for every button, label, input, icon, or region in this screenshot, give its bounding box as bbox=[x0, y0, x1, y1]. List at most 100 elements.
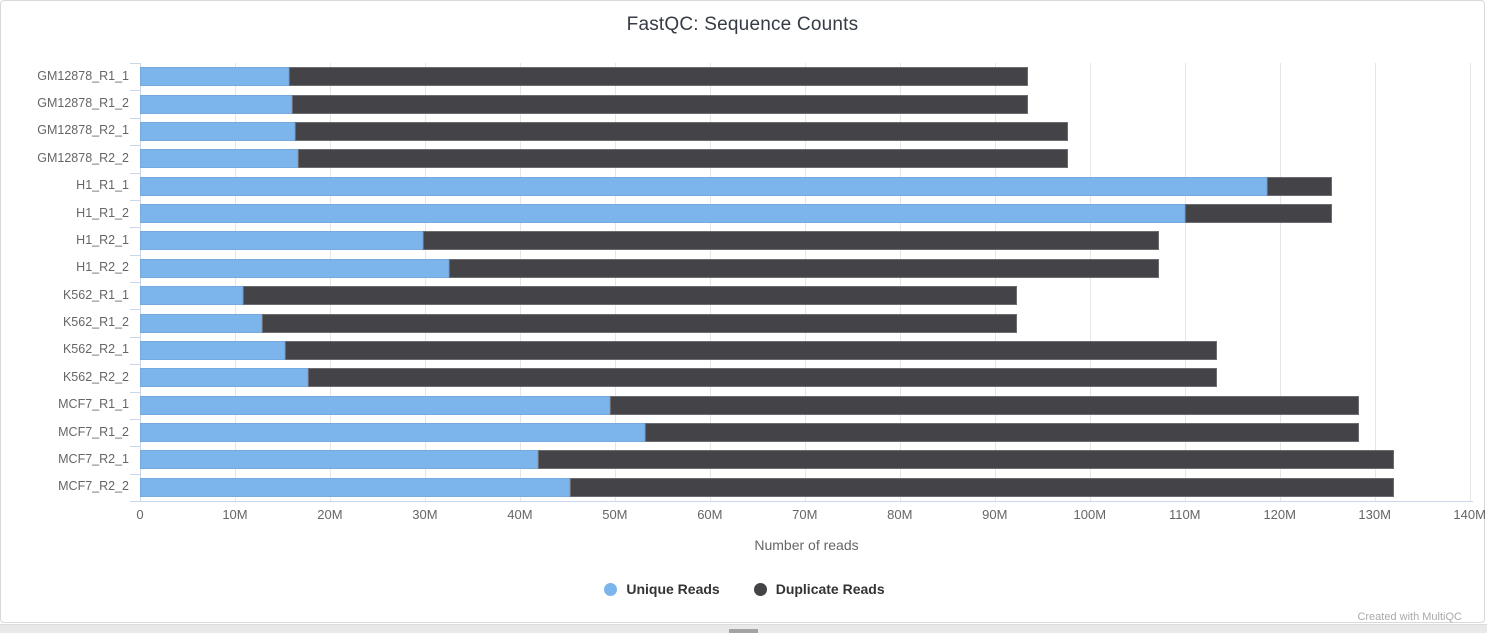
x-axis-tick-label: 80M bbox=[887, 507, 913, 522]
y-axis-tick bbox=[130, 145, 140, 147]
y-axis-label: K562_R1_1 bbox=[62, 287, 129, 302]
gridline bbox=[519, 63, 521, 501]
bar-duplicate-reads-segment[interactable] bbox=[294, 121, 1068, 141]
bar-unique-reads-segment[interactable] bbox=[140, 204, 1185, 224]
legend-item-duplicate-reads[interactable]: Duplicate Reads bbox=[753, 581, 885, 597]
y-axis-tick bbox=[130, 364, 140, 366]
y-axis-tick bbox=[130, 418, 140, 420]
x-axis-line bbox=[140, 501, 1473, 502]
gridline bbox=[1279, 63, 1281, 501]
x-axis-title: Number of reads bbox=[754, 537, 859, 553]
gridline bbox=[424, 63, 426, 501]
bar-unique-reads-segment[interactable] bbox=[140, 67, 290, 87]
y-axis-label: H1_R2_1 bbox=[76, 232, 129, 247]
bar-duplicate-reads-segment[interactable] bbox=[291, 94, 1029, 114]
bar-unique-reads-segment[interactable] bbox=[140, 477, 571, 497]
legend-label: Duplicate Reads bbox=[775, 581, 885, 597]
y-axis-label: K562_R2_2 bbox=[62, 369, 129, 384]
y-axis-label: H1_R2_2 bbox=[76, 260, 129, 275]
y-axis-tick bbox=[130, 391, 140, 393]
bar-duplicate-reads-segment[interactable] bbox=[261, 313, 1017, 333]
y-axis-tick bbox=[130, 117, 140, 119]
gridline bbox=[1374, 63, 1376, 501]
y-axis-tick bbox=[130, 473, 140, 475]
bar-duplicate-reads-segment[interactable] bbox=[242, 286, 1017, 306]
gridline bbox=[329, 63, 331, 501]
bar-unique-reads-segment[interactable] bbox=[140, 258, 449, 278]
y-axis-tick bbox=[130, 336, 140, 338]
y-axis-tick bbox=[130, 309, 140, 311]
bar-duplicate-reads-segment[interactable] bbox=[537, 450, 1394, 470]
gridline bbox=[1089, 63, 1091, 501]
gridline bbox=[614, 63, 616, 501]
y-axis-tick bbox=[130, 254, 140, 256]
bar-unique-reads-segment[interactable] bbox=[140, 176, 1268, 196]
y-axis-tick bbox=[130, 501, 140, 502]
y-axis-line bbox=[140, 63, 141, 501]
y-axis-tick bbox=[130, 63, 140, 64]
y-axis-label: H1_R1_2 bbox=[76, 205, 129, 220]
x-axis-tick-label: 110M bbox=[1168, 507, 1201, 522]
horizontal-scrollbar-thumb[interactable] bbox=[729, 629, 758, 633]
y-axis-label: GM12878_R2_2 bbox=[37, 150, 129, 165]
multiqc-credit: Created with MultiQC bbox=[1357, 611, 1462, 623]
bar-unique-reads-segment[interactable] bbox=[140, 121, 295, 141]
bar-unique-reads-segment[interactable] bbox=[140, 149, 298, 169]
bar-unique-reads-segment[interactable] bbox=[140, 450, 538, 470]
bar-unique-reads-segment[interactable] bbox=[140, 395, 611, 415]
gridline bbox=[1469, 63, 1471, 501]
bar-duplicate-reads-segment[interactable] bbox=[423, 231, 1160, 251]
gridline bbox=[994, 63, 996, 501]
y-axis-label: GM12878_R2_1 bbox=[37, 123, 129, 138]
bar-duplicate-reads-segment[interactable] bbox=[645, 423, 1359, 443]
y-axis-label: K562_R1_2 bbox=[62, 315, 129, 330]
y-axis-label: MCF7_R1_1 bbox=[58, 397, 129, 412]
y-axis-label: MCF7_R2_1 bbox=[58, 451, 129, 466]
bar-duplicate-reads-segment[interactable] bbox=[1267, 176, 1332, 196]
bar-unique-reads-segment[interactable] bbox=[140, 423, 646, 443]
x-axis-tick-label: 20M bbox=[317, 507, 343, 522]
bar-duplicate-reads-segment[interactable] bbox=[285, 340, 1218, 360]
x-axis-tick-label: 50M bbox=[602, 507, 628, 522]
x-axis-tick-label: 140M bbox=[1453, 507, 1486, 522]
x-axis-tick-label: 10M bbox=[222, 507, 248, 522]
y-axis-label: H1_R1_1 bbox=[76, 178, 129, 193]
horizontal-scrollbar-track[interactable] bbox=[0, 624, 1487, 633]
bar-unique-reads-segment[interactable] bbox=[140, 286, 243, 306]
bar-duplicate-reads-segment[interactable] bbox=[297, 149, 1068, 169]
x-axis-tick-label: 120M bbox=[1263, 507, 1296, 522]
y-axis-tick bbox=[130, 90, 140, 92]
gridline bbox=[899, 63, 901, 501]
bar-unique-reads-segment[interactable] bbox=[140, 94, 292, 114]
bar-duplicate-reads-segment[interactable] bbox=[448, 258, 1160, 278]
gridline bbox=[804, 63, 806, 501]
y-axis-label: K562_R2_1 bbox=[62, 342, 129, 357]
x-axis-tick-label: 40M bbox=[507, 507, 533, 522]
bar-duplicate-reads-segment[interactable] bbox=[1184, 204, 1332, 224]
x-axis-tick-label: 30M bbox=[412, 507, 438, 522]
y-axis-tick bbox=[130, 282, 140, 283]
y-axis-tick bbox=[130, 172, 140, 174]
legend-label: Unique Reads bbox=[626, 581, 720, 597]
bar-unique-reads-segment[interactable] bbox=[140, 340, 286, 360]
bar-unique-reads-segment[interactable] bbox=[140, 313, 262, 333]
gridline bbox=[234, 63, 236, 501]
gridline bbox=[1184, 63, 1186, 501]
bar-duplicate-reads-segment[interactable] bbox=[308, 368, 1218, 388]
x-axis-tick-label: 70M bbox=[792, 507, 818, 522]
bar-duplicate-reads-segment[interactable] bbox=[610, 395, 1359, 415]
x-axis-tick-label: 0 bbox=[136, 507, 144, 522]
bar-duplicate-reads-segment[interactable] bbox=[570, 477, 1394, 497]
bar-unique-reads-segment[interactable] bbox=[140, 368, 309, 388]
x-axis-tick-label: 130M bbox=[1358, 507, 1391, 522]
y-axis-tick bbox=[130, 199, 140, 201]
chart-title: FastQC: Sequence Counts bbox=[626, 14, 859, 35]
unique-reads-marker-icon bbox=[604, 582, 618, 596]
duplicate-reads-marker-icon bbox=[753, 582, 767, 596]
x-axis-tick-label: 60M bbox=[697, 507, 723, 522]
gridline bbox=[709, 63, 711, 501]
legend-item-unique-reads[interactable]: Unique Reads bbox=[604, 581, 720, 597]
bar-unique-reads-segment[interactable] bbox=[140, 231, 424, 251]
bar-duplicate-reads-segment[interactable] bbox=[289, 67, 1029, 87]
